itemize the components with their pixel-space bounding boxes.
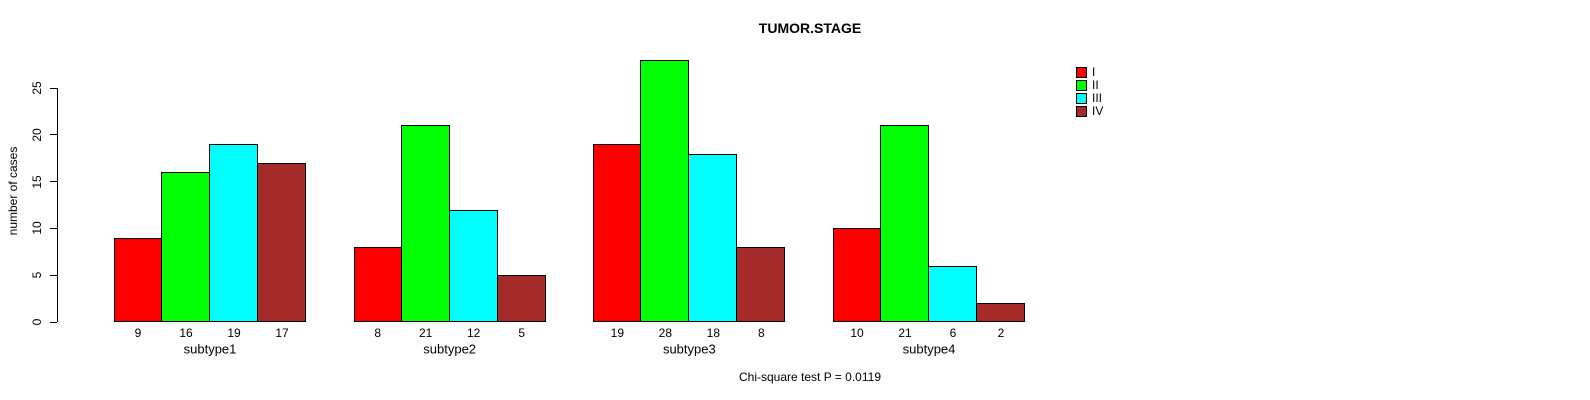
y-tick [50, 227, 57, 229]
bar-IV-subtype4 [976, 303, 1025, 322]
group-label-subtype4: subtype4 [902, 341, 956, 357]
bar-value-label: 18 [706, 326, 721, 340]
legend-color-swatch-IV [1076, 106, 1087, 117]
y-tick [50, 134, 57, 136]
bar-IV-subtype3 [736, 247, 785, 322]
bar-II-subtype4 [880, 125, 929, 322]
y-tick-label: 25 [30, 81, 44, 95]
group-label-subtype1: subtype1 [183, 341, 237, 357]
legend-color-swatch-I [1076, 67, 1087, 78]
bar-III-subtype3 [688, 154, 737, 322]
bar-value-label: 8 [757, 326, 765, 340]
bar-IV-subtype1 [257, 163, 306, 322]
legend-color-swatch-II [1076, 80, 1087, 91]
bar-value-label: 2 [997, 326, 1005, 340]
bar-value-label: 6 [949, 326, 957, 340]
y-tick [50, 181, 57, 183]
y-tick-label: 0 [30, 318, 44, 326]
y-tick-label: 10 [30, 221, 44, 236]
y-tick [50, 321, 57, 323]
y-tick-label: 5 [30, 271, 44, 279]
bar-III-subtype2 [449, 210, 498, 322]
bar-value-label: 19 [227, 326, 241, 340]
bar-value-label: 5 [518, 326, 525, 340]
y-axis-label: number of cases [6, 146, 20, 236]
bar-value-label: 19 [610, 326, 625, 340]
bar-value-label: 17 [275, 326, 289, 340]
bar-II-subtype2 [401, 125, 450, 322]
group-label-subtype2: subtype2 [423, 341, 477, 357]
bar-IV-subtype2 [497, 275, 546, 322]
y-axis-line [57, 88, 58, 322]
legend-label: II [1092, 78, 1099, 92]
bar-I-subtype2 [354, 247, 402, 322]
legend-color-swatch-III [1076, 93, 1087, 104]
legend-label: IV [1092, 104, 1104, 118]
y-tick-label: 15 [30, 174, 44, 189]
bar-III-subtype1 [209, 144, 258, 322]
bar-I-subtype1 [114, 238, 162, 322]
bar-I-subtype4 [833, 228, 881, 322]
group-label-subtype3: subtype3 [662, 341, 716, 357]
bar-value-label: 9 [134, 326, 142, 340]
bar-value-label: 21 [418, 326, 433, 340]
bar-value-label: 10 [850, 326, 864, 340]
chart-title: TUMOR.STAGE [758, 20, 862, 36]
y-tick [50, 274, 57, 276]
bar-III-subtype4 [928, 266, 977, 322]
bar-value-label: 16 [179, 326, 193, 340]
y-tick [50, 87, 57, 89]
bar-II-subtype1 [161, 172, 210, 322]
bar-value-label: 12 [466, 326, 481, 340]
bar-II-subtype3 [640, 60, 689, 322]
caption: Chi-square test P = 0.0119 [739, 370, 881, 384]
legend-label: III [1092, 91, 1103, 105]
bar-I-subtype3 [593, 144, 641, 322]
legend-label: I [1092, 65, 1096, 79]
bar-value-label: 28 [658, 326, 673, 340]
bar-value-label: 21 [898, 326, 912, 340]
bar-value-label: 8 [374, 326, 381, 340]
y-tick-label: 20 [30, 128, 44, 142]
